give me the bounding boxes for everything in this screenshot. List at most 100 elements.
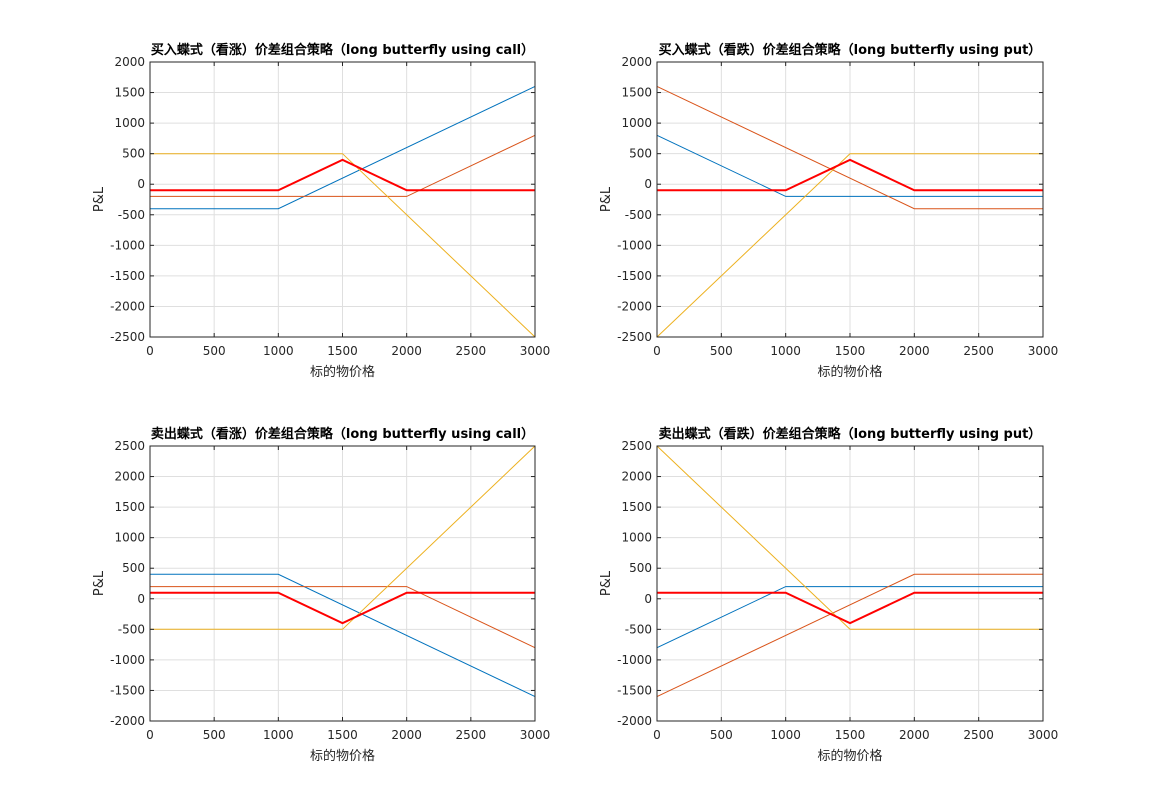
y-tick-label: -1500 xyxy=(617,683,652,697)
x-tick-label: 2000 xyxy=(391,728,422,742)
y-tick-label: 1000 xyxy=(114,116,145,130)
x-tick-label: 2500 xyxy=(963,728,994,742)
x-tick-label: 500 xyxy=(203,344,226,358)
y-tick-label: -2000 xyxy=(617,714,652,728)
series-line-4 xyxy=(150,591,535,625)
y-tick-label: -1000 xyxy=(110,653,145,667)
x-tick-label: 500 xyxy=(710,728,733,742)
x-tick-label: 1500 xyxy=(327,344,358,358)
x-tick-label: 0 xyxy=(653,728,661,742)
y-tick-label: 500 xyxy=(629,561,652,575)
series-line-3 xyxy=(656,445,1043,630)
x-tick-label: 1500 xyxy=(327,728,358,742)
x-tick-label: 3000 xyxy=(1028,344,1059,358)
series-line-3 xyxy=(150,153,536,338)
chart-title: 买入蝶式（看涨）价差组合策略（long butterfly using call… xyxy=(151,42,534,58)
y-tick-label: 0 xyxy=(137,177,145,191)
series-line-4 xyxy=(657,591,1043,625)
y-tick-label: 0 xyxy=(137,592,145,606)
y-tick-label: 0 xyxy=(644,177,652,191)
y-tick-label: 1500 xyxy=(621,500,652,514)
chart-panel-3: 0 500 1000 1500 2000 2500 3000 -2000 -1500 -1000 -… xyxy=(92,426,550,764)
chart-title: 卖出蝶式（看跌）价差组合策略（long butterfly using put） xyxy=(659,426,1042,442)
y-tick-label: 500 xyxy=(122,147,145,161)
x-tick-label: 2500 xyxy=(456,344,487,358)
y-tick-label: 2000 xyxy=(621,470,652,484)
y-tick-label: -2500 xyxy=(110,330,145,344)
chart-title: 买入蝶式（看跌）价差组合策略（long butterfly using put） xyxy=(659,42,1042,58)
x-tick-label: 0 xyxy=(653,344,661,358)
series-line-2 xyxy=(656,573,1043,698)
series-line-1 xyxy=(656,134,1043,197)
x-axis-label: 标的物价格 xyxy=(817,364,882,380)
y-tick-label: 1000 xyxy=(114,531,145,545)
series-line-4 xyxy=(657,158,1043,192)
series-line-1 xyxy=(656,586,1043,649)
series-line-4 xyxy=(150,158,535,192)
x-tick-label: 3000 xyxy=(520,728,551,742)
y-tick-label: -2000 xyxy=(617,299,652,313)
x-tick-label: 2000 xyxy=(899,728,930,742)
y-tick-label: -500 xyxy=(118,208,145,222)
y-tick-label: 1500 xyxy=(114,86,145,100)
x-tick-label: 2500 xyxy=(456,728,487,742)
y-tick-label: 500 xyxy=(122,561,145,575)
y-tick-label: -1000 xyxy=(617,238,652,252)
series-line-2 xyxy=(150,586,536,649)
x-tick-label: 1500 xyxy=(835,728,866,742)
y-tick-label: -1500 xyxy=(110,683,145,697)
y-axis-label: P&L xyxy=(92,570,107,596)
x-tick-label: 1000 xyxy=(263,344,294,358)
x-tick-label: 3000 xyxy=(1028,728,1059,742)
x-tick-label: 0 xyxy=(146,344,154,358)
y-tick-label: 1500 xyxy=(114,500,145,514)
y-tick-label: 0 xyxy=(644,592,652,606)
y-tick-label: -2000 xyxy=(110,714,145,728)
x-tick-label: 1000 xyxy=(770,728,801,742)
chart-panel-2: 0 500 1000 1500 2000 2500 3000 -2500 -2000 -1500 -… xyxy=(599,42,1058,380)
y-tick-label: 1500 xyxy=(621,86,652,100)
series-line-3 xyxy=(656,153,1043,338)
y-tick-label: -500 xyxy=(625,622,652,636)
x-tick-label: 500 xyxy=(710,344,733,358)
y-tick-label: -1500 xyxy=(617,269,652,283)
y-tick-label: -2500 xyxy=(617,330,652,344)
x-tick-label: 0 xyxy=(146,728,154,742)
y-tick-label: -500 xyxy=(118,622,145,636)
y-tick-label: -1000 xyxy=(617,653,652,667)
y-tick-label: 2500 xyxy=(114,439,145,453)
x-tick-label: 2500 xyxy=(963,344,994,358)
x-tick-label: 1500 xyxy=(835,344,866,358)
series-line-2 xyxy=(150,134,536,197)
y-tick-label: 2000 xyxy=(114,55,145,69)
y-axis-label: P&L xyxy=(92,186,107,212)
x-tick-label: 2000 xyxy=(899,344,930,358)
chart-panel-1: 0 500 1000 1500 2000 2500 3000 -2500 -2000 -1500 -… xyxy=(92,42,550,380)
x-tick-label: 500 xyxy=(203,728,226,742)
y-tick-label: 2500 xyxy=(621,439,652,453)
x-tick-label: 2000 xyxy=(391,344,422,358)
y-tick-label: -2000 xyxy=(110,299,145,313)
series-line-1 xyxy=(150,573,536,698)
y-tick-label: 500 xyxy=(629,147,652,161)
chart-panel-4: 0 500 1000 1500 2000 2500 3000 -2000 -1500 -1000 -… xyxy=(599,426,1058,764)
x-axis-label: 标的物价格 xyxy=(817,748,882,764)
y-tick-label: -1000 xyxy=(110,238,145,252)
y-tick-label: -500 xyxy=(625,208,652,222)
x-tick-label: 1000 xyxy=(770,344,801,358)
y-tick-label: 1000 xyxy=(621,531,652,545)
series-line-3 xyxy=(150,445,536,630)
series-line-2 xyxy=(656,85,1043,210)
y-tick-label: 2000 xyxy=(114,470,145,484)
x-axis-label: 标的物价格 xyxy=(310,748,375,764)
x-axis-label: 标的物价格 xyxy=(310,364,375,380)
x-tick-label: 1000 xyxy=(263,728,294,742)
x-tick-label: 3000 xyxy=(520,344,551,358)
y-tick-label: -1500 xyxy=(110,269,145,283)
y-tick-label: 1000 xyxy=(621,116,652,130)
chart-title: 卖出蝶式（看涨）价差组合策略（long butterfly using call… xyxy=(151,426,534,442)
y-axis-label: P&L xyxy=(599,186,614,212)
y-axis-label: P&L xyxy=(599,570,614,596)
series-line-1 xyxy=(150,85,536,210)
